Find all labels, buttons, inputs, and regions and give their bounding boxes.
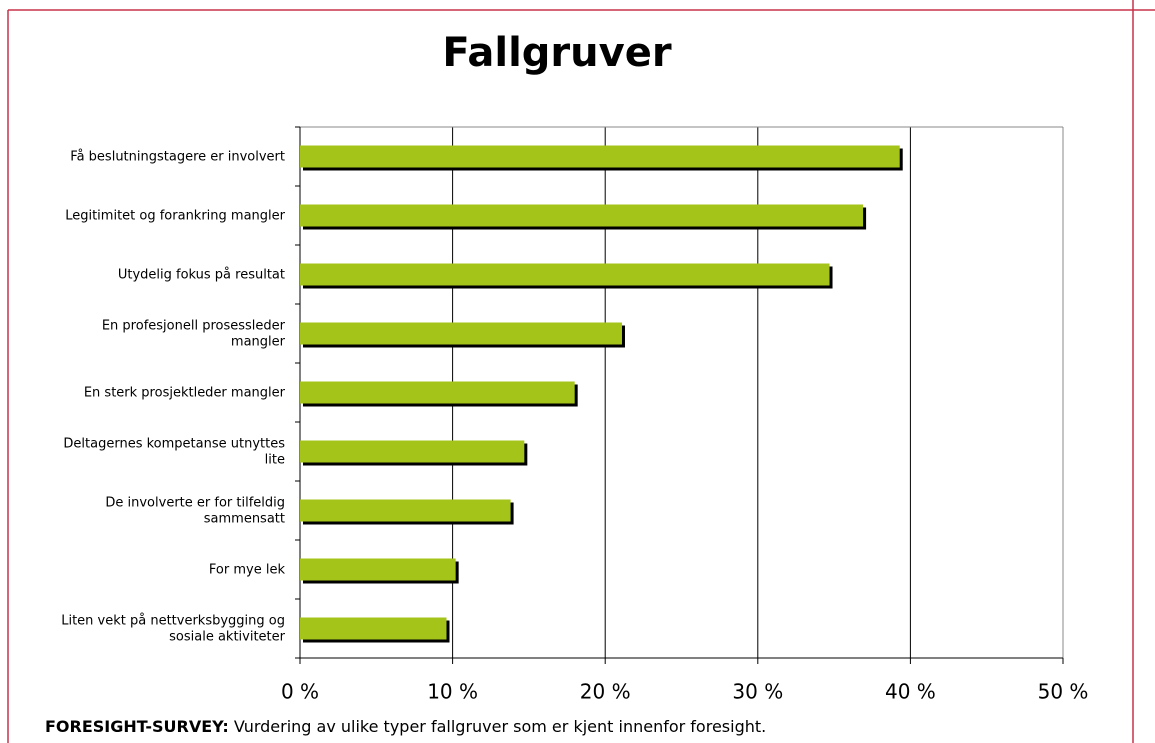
x-tick-label: 10 % xyxy=(427,680,478,704)
bar xyxy=(300,499,511,522)
x-tick-label: 40 % xyxy=(885,680,936,704)
y-tick-label: En profesjonell prosessleder mangler xyxy=(102,318,286,349)
bar xyxy=(300,322,622,345)
bar xyxy=(300,617,447,640)
x-tick-label: 50 % xyxy=(1038,680,1089,704)
bar xyxy=(300,558,456,581)
y-tick-label: Utydelig fokus på resultat xyxy=(118,267,285,282)
y-tick-label: For mye lek xyxy=(209,562,286,577)
bar xyxy=(300,440,525,463)
bar xyxy=(300,204,864,227)
y-tick-label: Legitimitet og forankring mangler xyxy=(65,208,285,223)
caption-label: FORESIGHT-SURVEY: xyxy=(45,717,229,736)
x-tick-label: 20 % xyxy=(580,680,631,704)
bar xyxy=(300,381,575,404)
y-tick-label: Få beslutningstagere er involvert xyxy=(70,149,285,164)
y-tick-label: Liten vekt på nettverksbygging og sosiale… xyxy=(61,613,285,644)
y-tick-label: En sterk prosjektleder mangler xyxy=(84,385,286,400)
x-tick-label: 0 % xyxy=(281,680,319,704)
y-tick-label: Deltagernes kompetanse utnyttes lite xyxy=(63,436,285,467)
x-tick-label: 30 % xyxy=(732,680,783,704)
chart-title: Fallgruver xyxy=(442,30,671,76)
bar xyxy=(300,145,900,168)
y-tick-label: De involverte er for tilfeldig sammensatt xyxy=(105,495,285,526)
caption-text: Vurdering av ulike typer fallgruver som … xyxy=(234,717,766,736)
bar xyxy=(300,263,830,286)
caption: FORESIGHT-SURVEY: Vurdering av ulike typ… xyxy=(45,717,766,736)
